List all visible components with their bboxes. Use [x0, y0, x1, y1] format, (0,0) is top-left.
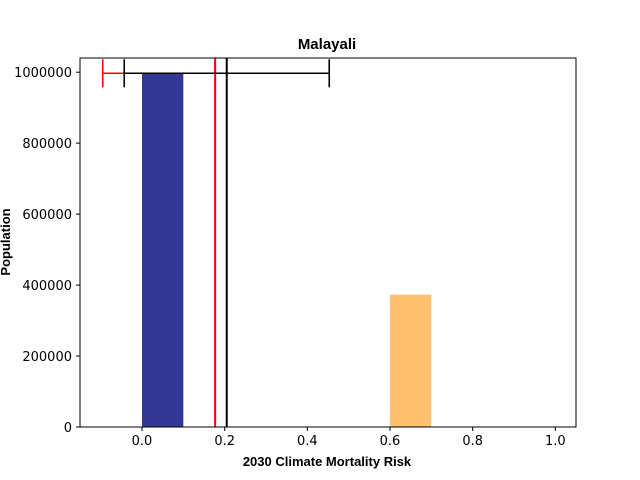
x-tick-label: 0.0: [132, 434, 153, 449]
x-tick-label: 0.6: [380, 434, 401, 449]
histogram-bar: [390, 294, 432, 427]
x-axis-label: 2030 Climate Mortality Risk: [243, 454, 412, 469]
plot-frame: [79, 57, 577, 428]
y-axis: 0 200000 400000 600000 800000 1000000: [14, 66, 80, 436]
y-axis-label: Population: [0, 208, 13, 275]
chart-title: Malayali: [298, 36, 356, 53]
y-tick-label: 600000: [22, 208, 72, 223]
x-axis: 0.0 0.2 0.4 0.6 0.8 1.0: [132, 427, 566, 449]
plot-area: [79, 57, 577, 428]
x-tick-label: 0.8: [462, 434, 483, 449]
y-tick-label: 1000000: [14, 66, 72, 81]
y-tick-label: 800000: [22, 137, 72, 152]
y-tick-label: 0: [64, 421, 72, 436]
y-tick-label: 200000: [22, 350, 72, 365]
x-tick-label: 1.0: [545, 434, 566, 449]
x-tick-label: 0.2: [214, 434, 235, 449]
histogram-bar: [142, 73, 184, 428]
x-tick-label: 0.4: [297, 434, 318, 449]
y-tick-label: 400000: [22, 279, 72, 294]
